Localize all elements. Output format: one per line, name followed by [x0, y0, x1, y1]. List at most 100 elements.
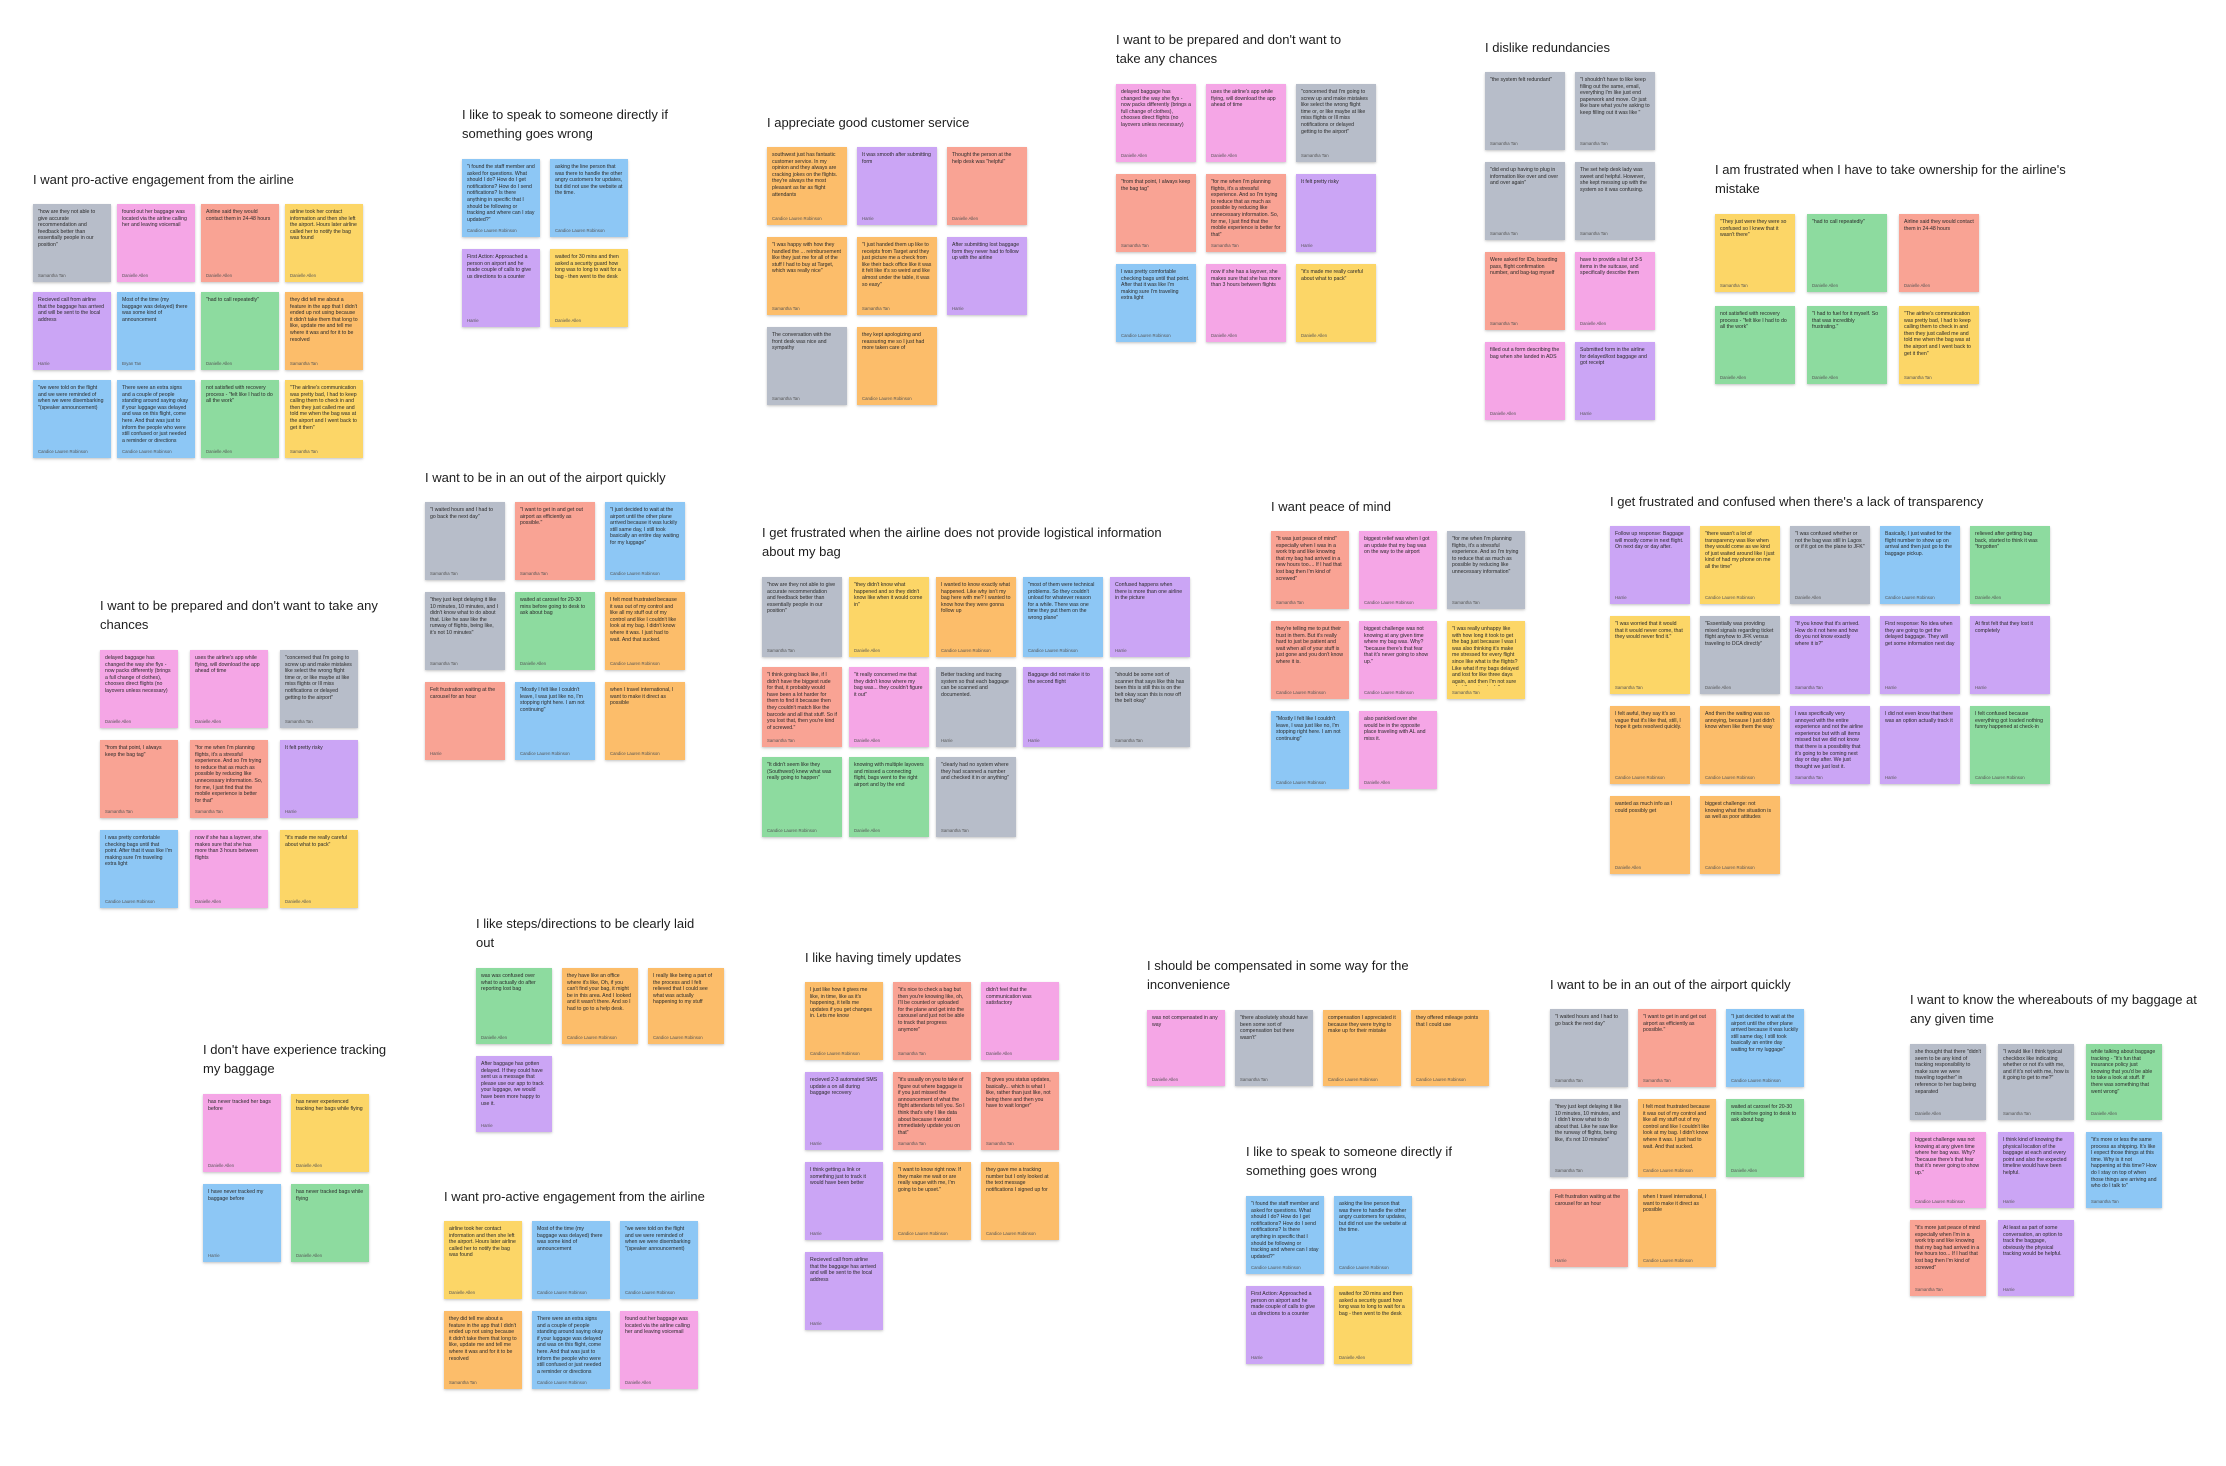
sticky-note[interactable]: I just like how it gives me like, in tim… — [805, 982, 883, 1060]
sticky-note[interactable]: they did tell me about a feature in the … — [444, 1311, 522, 1389]
cluster-title[interactable]: I like having timely updates — [805, 950, 962, 965]
sticky-note[interactable]: I did not even know that there was an op… — [1880, 706, 1960, 784]
sticky-note[interactable]: found out her baggage was located via th… — [117, 204, 195, 282]
cluster-title[interactable]: I like to speak to someone directly if s… — [462, 107, 668, 141]
cluster-title[interactable]: I dislike redundancies — [1485, 40, 1611, 55]
sticky-note[interactable]: also panicked over she would be in the o… — [1359, 711, 1437, 789]
sticky-note[interactable]: "They just were they were so confused so… — [1715, 214, 1795, 292]
sticky-note[interactable]: "we were told on the flight and we were … — [620, 1221, 698, 1299]
cluster-title[interactable]: I get frustrated when the airline does n… — [762, 525, 1162, 559]
sticky-note[interactable]: "we were told on the flight and we were … — [33, 380, 111, 458]
sticky-note[interactable]: Felt frustration waiting at the carousel… — [425, 682, 505, 760]
sticky-note[interactable]: "It gives you status updates, basically.… — [981, 1072, 1059, 1150]
sticky-note[interactable]: "there absolutely should have been some … — [1235, 1010, 1313, 1086]
cluster-title[interactable]: I want peace of mind — [1271, 499, 1391, 514]
sticky-note[interactable]: I really like being a part of the proces… — [648, 968, 724, 1044]
sticky-note[interactable]: The set help desk lady was sweet and hel… — [1575, 162, 1655, 240]
sticky-note[interactable]: was was confused over what to actually d… — [476, 968, 552, 1044]
cluster-title[interactable]: I appreciate good customer service — [767, 115, 970, 130]
sticky-note[interactable]: Baggage did not make it to the second fl… — [1023, 667, 1103, 747]
sticky-note[interactable]: I felt confused because everything got l… — [1970, 706, 2050, 784]
sticky-note[interactable]: Confused happens when there is more than… — [1110, 577, 1190, 657]
sticky-note[interactable]: "most of them were technical problems. S… — [1023, 577, 1103, 657]
sticky-note[interactable]: It felt pretty risky Harrie — [1296, 174, 1376, 252]
sticky-note[interactable]: has never tracked bags while flying Danie… — [291, 1184, 369, 1262]
sticky-note[interactable]: "i found the staff member and asked for … — [1246, 1196, 1324, 1274]
sticky-note[interactable]: "for me when I'm planning flights, it's … — [190, 740, 268, 818]
sticky-note[interactable]: "did end up having to plug in informatio… — [1485, 162, 1565, 240]
sticky-note[interactable]: recieved 2-3 automated SMS update a on a… — [805, 1072, 883, 1150]
cluster-title[interactable]: I don't have experience tracking my bagg… — [203, 1042, 387, 1076]
sticky-note[interactable]: Recieved call from airline that the bagg… — [33, 292, 111, 370]
sticky-note[interactable]: "I want to get in and get out airport as… — [515, 502, 595, 580]
sticky-note[interactable]: while talking about baggage tracking - "… — [2086, 1044, 2162, 1120]
sticky-note[interactable]: waited for 30 mins and then asked a secu… — [1334, 1286, 1412, 1364]
sticky-note[interactable]: "they didn't know what happened and so t… — [849, 577, 929, 657]
sticky-note[interactable]: It was smooth after submitting form Harri… — [857, 147, 937, 225]
sticky-note[interactable]: "Mostly I felt like I couldn't leave, I … — [1271, 711, 1349, 789]
sticky-note[interactable]: was not compensated in any way Danielle A… — [1147, 1010, 1225, 1086]
sticky-note[interactable]: "they just kept delaying it like 10 minu… — [425, 592, 505, 670]
sticky-note[interactable]: airline took her contact information and… — [285, 204, 363, 282]
sticky-note[interactable]: Basically, I just waited for the flight … — [1880, 526, 1960, 604]
sticky-note[interactable]: southwest just has fantastic customer se… — [767, 147, 847, 225]
sticky-note[interactable]: "it's usually on you to take of figure o… — [893, 1072, 971, 1150]
sticky-note[interactable]: uses the airline's app while flying, wil… — [1206, 84, 1286, 162]
sticky-note[interactable]: "It was just peace of mind" especially w… — [1271, 531, 1349, 609]
sticky-note[interactable]: First Action: Approached a person on air… — [1246, 1286, 1324, 1364]
sticky-note[interactable]: biggest relief was when I got an update … — [1359, 531, 1437, 609]
sticky-note[interactable]: "for me when I'm planning flights, it's … — [1447, 531, 1525, 609]
sticky-note[interactable]: now if she has a layover, she makes sure… — [1206, 264, 1286, 342]
sticky-note[interactable]: "I had to fuel for it myself. So that wa… — [1807, 306, 1887, 384]
sticky-note[interactable]: Were asked for IDs, boarding pass, fligh… — [1485, 252, 1565, 330]
sticky-note[interactable]: now if she has a layover, she makes sure… — [190, 830, 268, 908]
cluster-title[interactable]: I want to be prepared and don't want to … — [100, 598, 378, 632]
sticky-note[interactable]: Thought the person at the help desk was … — [947, 147, 1027, 225]
sticky-note[interactable]: "I think going back like, if I didn't ha… — [762, 667, 842, 747]
sticky-note[interactable]: "I want to know right now. If they make … — [893, 1162, 971, 1240]
sticky-note[interactable]: "clearly had no system where they had sc… — [936, 757, 1016, 837]
sticky-note[interactable]: wanted as much info as I could possibly … — [1610, 796, 1690, 874]
cluster-title[interactable]: I want to be prepared and don't want to … — [1116, 32, 1342, 66]
sticky-note[interactable]: biggest challenge was not knowing at any… — [1359, 621, 1437, 699]
cluster-title[interactable]: I want to be in an out of the airport qu… — [1550, 977, 1791, 992]
sticky-note[interactable]: biggest challenge: not knowing what the … — [1700, 796, 1780, 874]
sticky-note[interactable]: "It didn't seem like they (Southwest) kn… — [762, 757, 842, 837]
sticky-note[interactable]: I wanted to know exactly what happened. … — [936, 577, 1016, 657]
sticky-note[interactable]: didn't feel that the communication was s… — [981, 982, 1059, 1060]
sticky-note[interactable]: "I was happy with how they handled the .… — [767, 237, 847, 315]
sticky-note[interactable]: they're telling me to put their trust in… — [1271, 621, 1349, 699]
sticky-note[interactable]: "Essentially was providing mixed signals… — [1700, 616, 1780, 694]
sticky-note[interactable]: At least as part of some conversation, a… — [1998, 1220, 2074, 1296]
sticky-note[interactable]: It felt pretty risky Harrie — [280, 740, 358, 818]
sticky-note[interactable]: After baggage has gotten delayed. If the… — [476, 1056, 552, 1132]
sticky-note[interactable]: "I was confused whether or not the bag w… — [1790, 526, 1870, 604]
sticky-note[interactable]: Follow up response: Baggage will mostly … — [1610, 526, 1690, 604]
sticky-note[interactable]: Airline said they would contact them in … — [1899, 214, 1979, 292]
sticky-note[interactable]: compensation I appreciated it because th… — [1323, 1010, 1401, 1086]
sticky-note[interactable]: "it's made me really careful about what … — [1296, 264, 1376, 342]
sticky-note[interactable]: I was pretty comfortable checking bags u… — [100, 830, 178, 908]
sticky-note[interactable]: asking the line person that was there to… — [550, 159, 628, 237]
sticky-note[interactable]: I felt awful, they say it's so vague tha… — [1610, 706, 1690, 784]
sticky-note[interactable]: when I travel international, I want to m… — [605, 682, 685, 760]
sticky-note[interactable]: "how are they not able to give accurate … — [33, 204, 111, 282]
sticky-note[interactable]: I think kind of knowing the physical loc… — [1998, 1132, 2074, 1208]
sticky-note[interactable]: First Action: Approached a person on air… — [462, 249, 540, 327]
sticky-note[interactable]: "I want to get in and get out airport as… — [1638, 1009, 1716, 1087]
sticky-note[interactable]: "they just kept delaying it like 10 minu… — [1550, 1099, 1628, 1177]
sticky-note[interactable]: Most of the time (my baggage was delayed… — [532, 1221, 610, 1299]
sticky-note[interactable]: Airline said they would contact them in … — [201, 204, 279, 282]
sticky-note[interactable]: "I waited hours and I had to go back the… — [1550, 1009, 1628, 1087]
sticky-note[interactable]: waited at carosel for 20-30 mins before … — [515, 592, 595, 670]
sticky-note[interactable]: "The airline's communication was pretty … — [285, 380, 363, 458]
sticky-note[interactable]: Most of the time (my baggage was delayed… — [117, 292, 195, 370]
sticky-note[interactable]: There were an extra signs and a couple o… — [117, 380, 195, 458]
sticky-note[interactable]: "concerned that I'm going to screw up an… — [280, 650, 358, 728]
sticky-note[interactable]: The conversation with the front desk was… — [767, 327, 847, 405]
sticky-note[interactable]: they kept apologizing and reassuring me … — [857, 327, 937, 405]
cluster-title[interactable]: I want pro-active engagement from the ai… — [33, 172, 294, 187]
sticky-note[interactable]: filled out a form describing the bag whe… — [1485, 342, 1565, 420]
cluster-title[interactable]: I want pro-active engagement from the ai… — [444, 1189, 705, 1204]
sticky-note[interactable]: I was specifically very annoyed with the… — [1790, 706, 1870, 784]
